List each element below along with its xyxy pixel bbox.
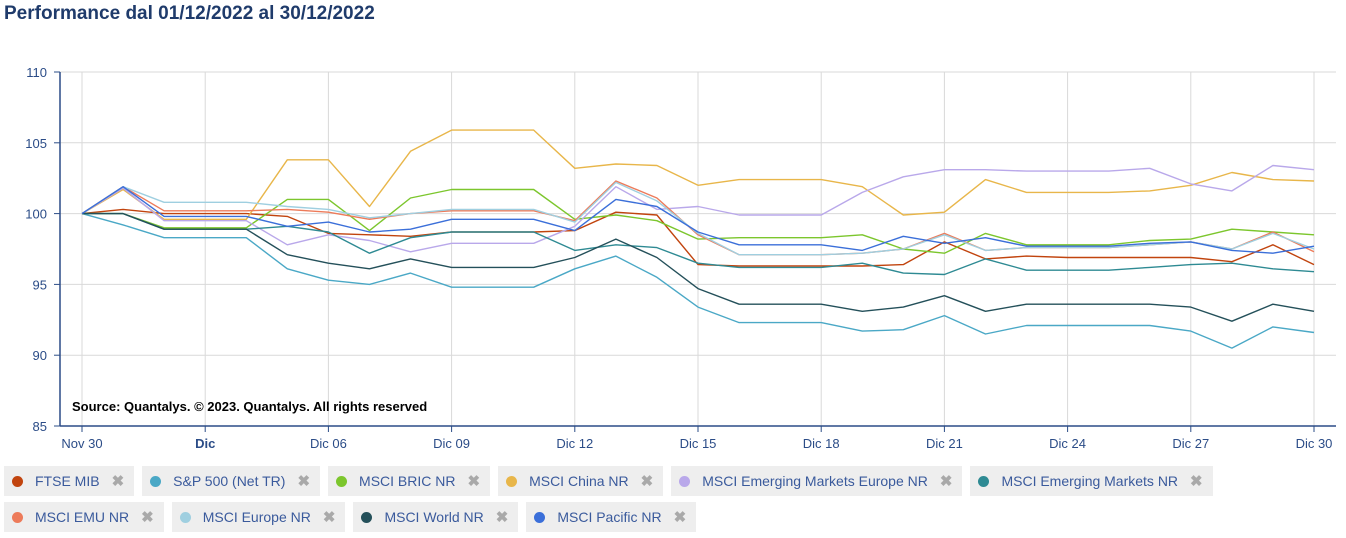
x-tick-label: Dic 24 [1049,436,1086,451]
remove-series-icon[interactable]: ✖ [673,509,687,526]
legend-row: MSCI EMU NR ✖ MSCI Europe NR ✖ MSCI World NR… [4,502,1344,532]
legend-label: FTSE MIB [35,473,100,489]
legend-label: S&P 500 (Net TR) [173,473,286,489]
series-line-9 [82,212,1315,322]
legend-color-dot [361,511,373,523]
x-tick-label: Dic 27 [1172,436,1209,451]
x-tick-label: Dic 12 [556,436,593,451]
chart-axes [54,71,1336,432]
legend-color-dot [12,511,23,523]
legend-color-dot [534,511,546,523]
remove-series-icon[interactable]: ✖ [467,473,481,490]
legend-item[interactable]: FTSE MIB ✖ [4,466,135,496]
legend-label: MSCI World NR [384,509,484,525]
remove-series-icon[interactable]: ✖ [1190,473,1203,490]
legend-label: MSCI Europe NR [202,509,311,525]
legend-label: MSCI China NR [529,473,629,489]
series-line-4 [81,129,1315,221]
legend-row: FTSE MIB ✖ S&P 500 (Net TR) ✖ MSCI BRIC NR ✖ M… [4,466,1344,496]
series-line-2 [81,212,1315,349]
remove-series-icon[interactable]: ✖ [495,509,509,526]
legend-color-dot [978,475,990,487]
remove-series-icon[interactable]: ✖ [111,473,125,490]
y-tick-label: 110 [26,65,47,80]
legend-color-dot [179,511,191,523]
series-line-8 [81,181,1315,256]
chart-series [81,129,1315,349]
remove-series-icon[interactable]: ✖ [939,473,953,490]
remove-series-icon[interactable]: ✖ [297,473,311,490]
legend-color-dot [150,475,162,487]
legend-label: MSCI Emerging Markets NR [1001,473,1179,489]
source-note: Source: Quantalys. © 2023. Quantalys. Al… [72,399,428,414]
remove-series-icon[interactable]: ✖ [322,509,336,526]
chart-legend: FTSE MIB ✖ S&P 500 (Net TR) ✖ MSCI BRIC NR ✖ M… [4,466,1344,538]
legend-item[interactable]: MSCI EMU NR ✖ [4,502,164,532]
legend-item[interactable]: S&P 500 (Net TR) ✖ [142,466,321,496]
x-tick-label: Nov 30 [61,436,102,451]
legend-label: MSCI Emerging Markets Europe NR [702,473,928,489]
legend-label: MSCI EMU NR [35,509,130,525]
legend-label: MSCI Pacific NR [557,509,662,525]
legend-item[interactable]: MSCI Pacific NR ✖ [526,502,697,532]
series-line-10 [81,185,1315,254]
y-tick-label: 90 [33,348,47,363]
chart-grid [60,71,1336,427]
x-tick-label: Dic 30 [1296,436,1333,451]
legend-item[interactable]: MSCI BRIC NR ✖ [328,466,491,496]
x-tick-label: Dic 18 [803,436,840,451]
series-line-5 [81,164,1315,253]
legend-color-dot [679,475,691,487]
x-tick-label: Dic 15 [680,436,717,451]
series-line-3 [82,188,1315,254]
legend-label: MSCI BRIC NR [359,473,456,489]
legend-color-dot [336,475,348,487]
x-tick-label: Dic 06 [310,436,347,451]
legend-item[interactable]: MSCI Emerging Markets Europe NR ✖ [671,466,963,496]
x-tick-label: Dic 21 [926,436,963,451]
y-tick-label: 105 [25,136,47,151]
legend-item[interactable]: MSCI China NR ✖ [498,466,664,496]
legend-item[interactable]: MSCI Emerging Markets NR ✖ [970,466,1213,496]
legend-item[interactable]: MSCI Europe NR ✖ [171,502,346,532]
performance-line-chart: 85 90 95 100 105 110 Nov 30 Dic Dic 06 Dic 09 Dic … [25,65,1336,451]
legend-color-dot [12,475,23,487]
y-tick-label: 95 [33,277,47,292]
series-line-1 [81,208,1315,267]
x-tick-label: Dic [195,436,215,451]
page-title: Performance dal 01/12/2022 al 30/12/2022 [4,3,375,24]
y-tick-label: 100 [25,207,47,222]
legend-item[interactable]: MSCI World NR ✖ [353,502,519,532]
y-tick-label: 85 [33,419,47,434]
chart-ticks: 85 90 95 100 105 110 Nov 30 Dic Dic 06 Dic 09 Dic … [25,65,1332,451]
remove-series-icon[interactable]: ✖ [640,473,654,490]
remove-series-icon[interactable]: ✖ [141,509,154,526]
x-tick-label: Dic 09 [433,436,470,451]
legend-color-dot [506,475,518,487]
